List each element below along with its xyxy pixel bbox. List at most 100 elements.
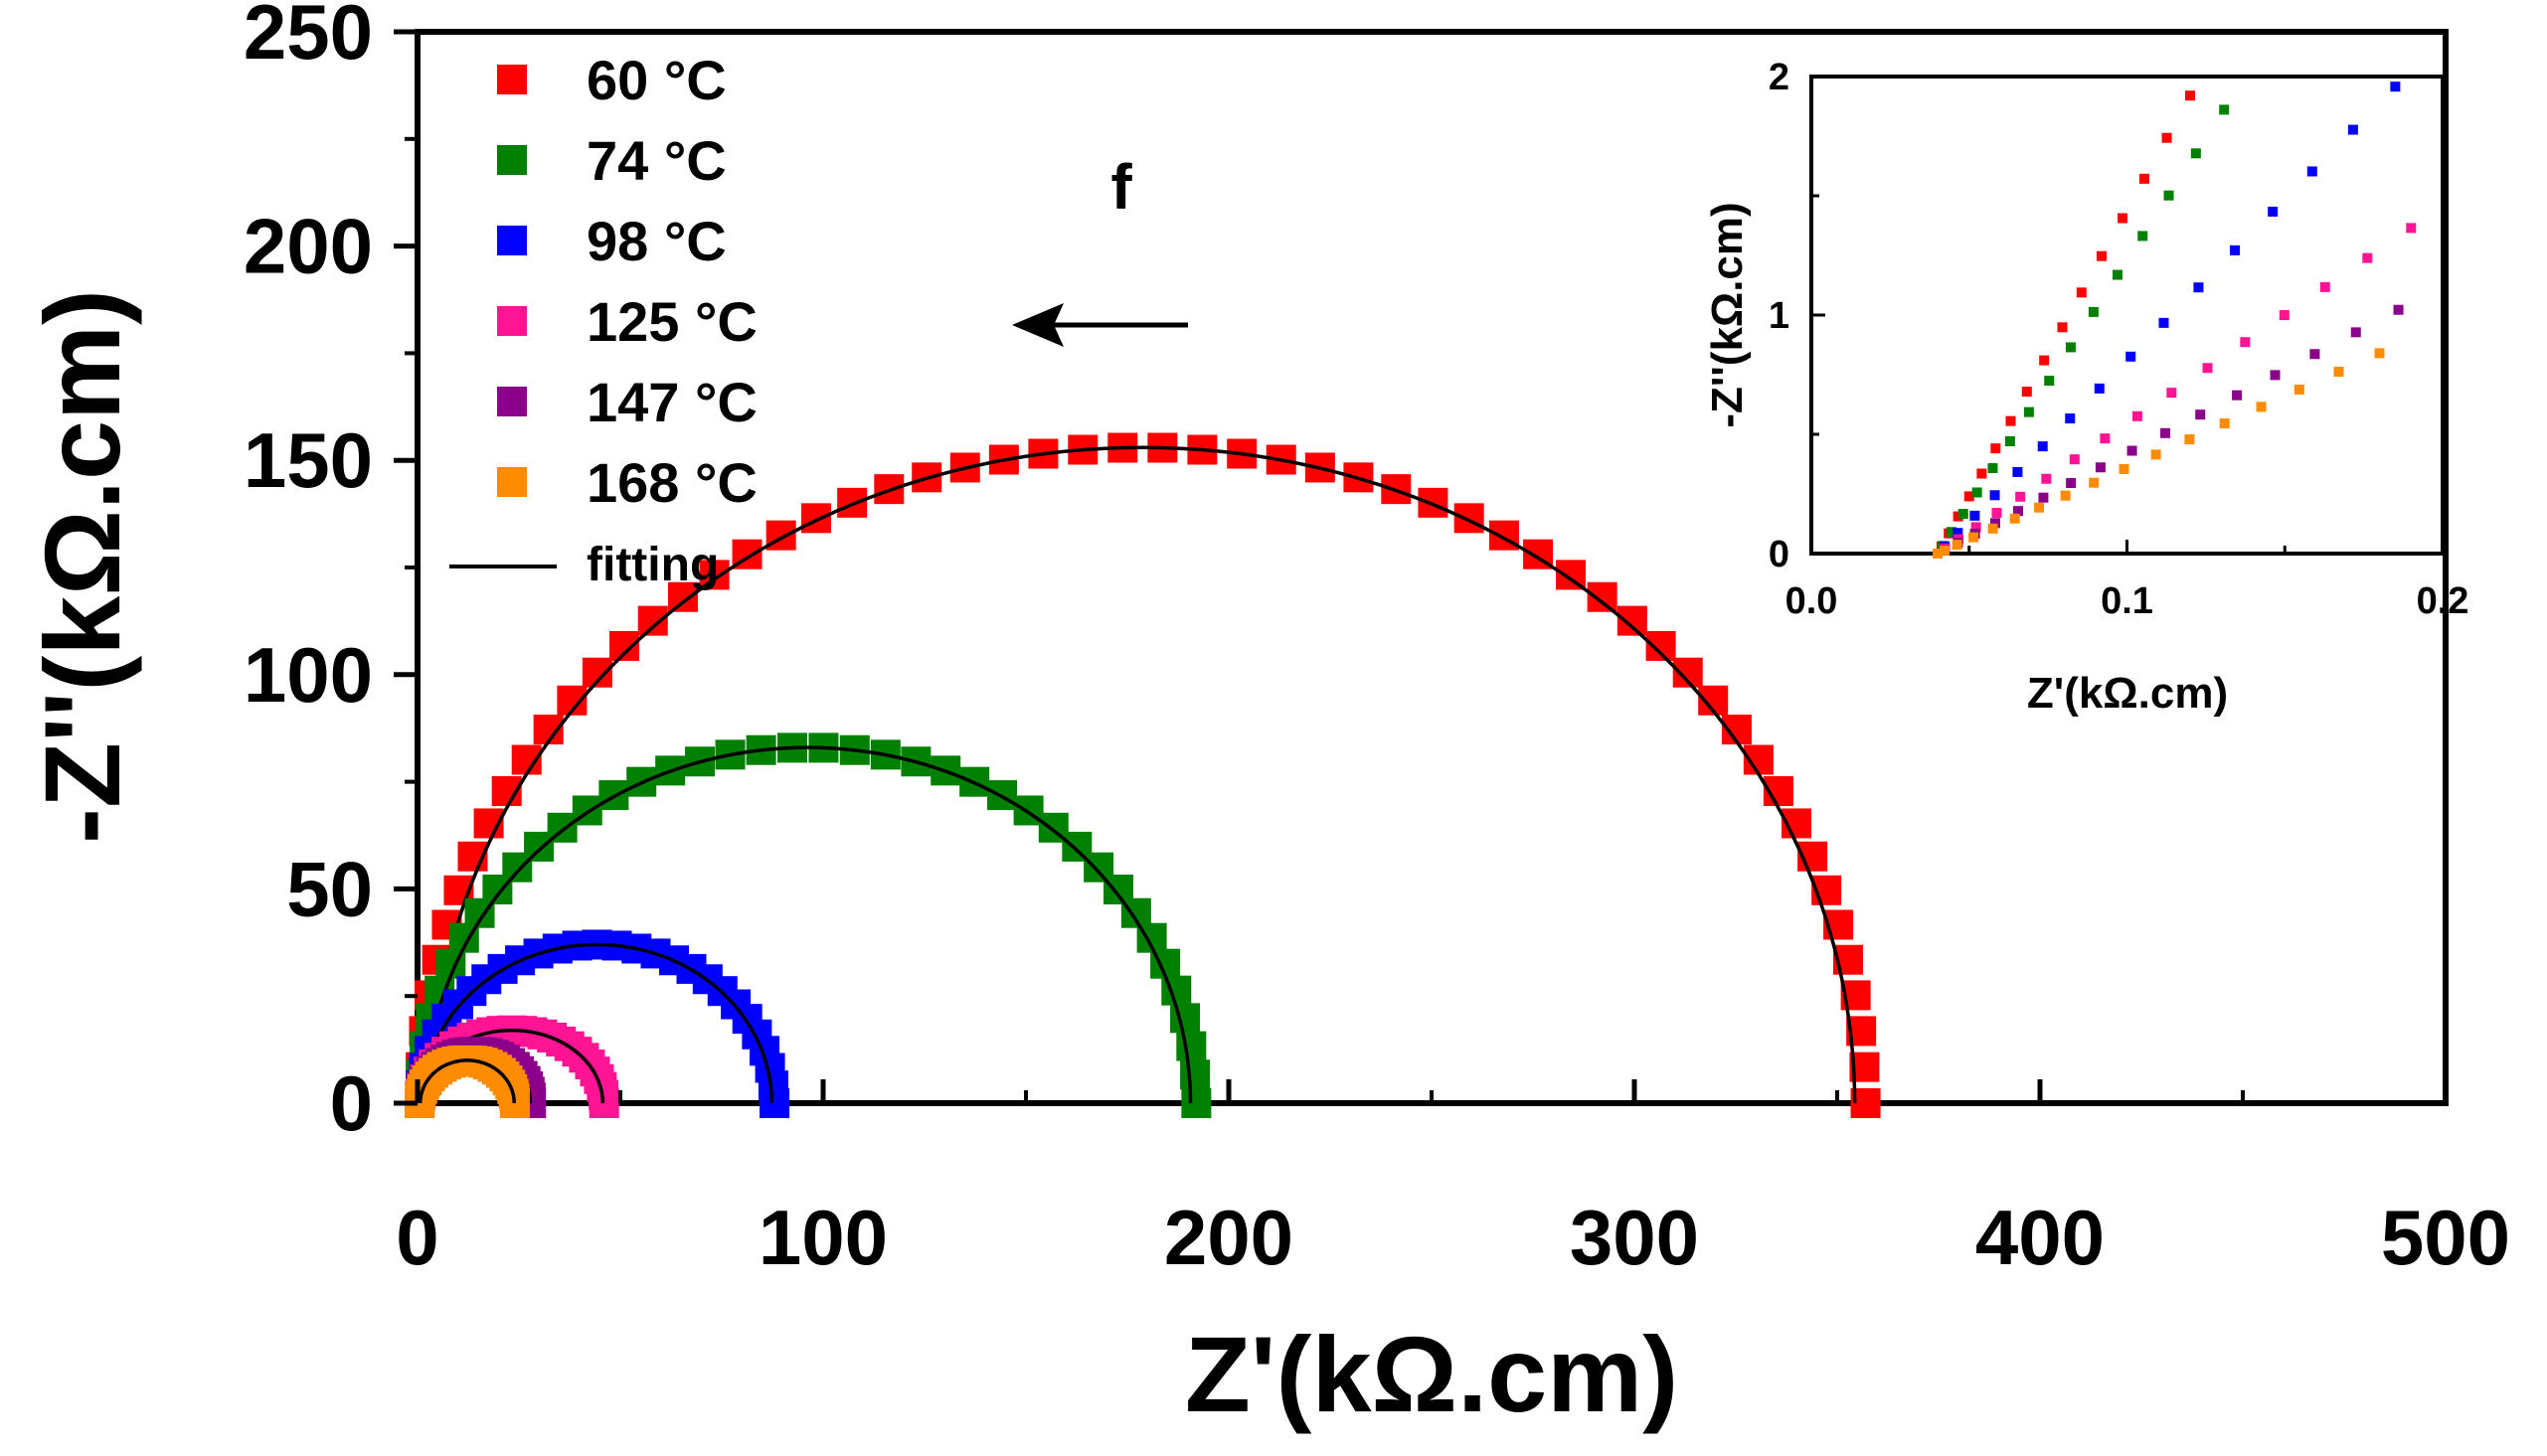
inset-data-point [2009, 513, 2020, 524]
inset-data-point [2034, 502, 2045, 513]
inset-x-axis-label: Z'(kΩ.cm) [2027, 669, 2228, 718]
inset-data-point [2076, 287, 2087, 298]
panel-label: f [1110, 151, 1132, 223]
inset-data-point [2390, 81, 2401, 92]
data-point [800, 503, 831, 534]
inset-data-point [1989, 490, 2000, 501]
inset-data-point [2126, 445, 2137, 456]
inset-data-point [2039, 355, 2050, 366]
inset-data-point [2038, 492, 2049, 503]
inset-data-point [1987, 523, 1998, 534]
inset-data-point [2333, 367, 2344, 378]
legend-marker [497, 387, 527, 416]
inset-axes: 0.0 0.1 0.2 0 1 2 [1769, 57, 2469, 622]
inset-y-tick-label: 1 [1769, 295, 1789, 337]
fitting-curve [428, 445, 1857, 1104]
legend-label: 98 °C [587, 210, 727, 272]
main-x-axis-label: Z'(kΩ.cm) [1185, 1314, 1678, 1434]
inset-data-point [2195, 409, 2206, 420]
inset-data-point [2319, 281, 2330, 292]
inset-series-74C [1933, 104, 2230, 559]
fitting-curve [424, 745, 1193, 1104]
inset-data-point [2158, 317, 2169, 328]
inset-y-tick-label: 0 [1769, 534, 1789, 575]
inset-data-point [1976, 468, 1987, 479]
inset-data-point [1987, 463, 1998, 474]
main-series-group [405, 432, 1881, 1118]
data-point [1645, 630, 1676, 661]
inset-data-point [2256, 402, 2267, 412]
data-point [1181, 1088, 1212, 1118]
inset-data-point [2184, 434, 2195, 445]
inset-data-point [2094, 383, 2105, 394]
left-arrow-icon [1012, 303, 1188, 347]
inset-data-point [2193, 282, 2204, 293]
inset-data-point [2138, 173, 2149, 184]
inset-data-point [2185, 90, 2195, 101]
inset-data-point [2044, 376, 2055, 387]
data-point [609, 630, 640, 661]
inset-data-point [1971, 487, 1982, 498]
legend-label: 168 °C [587, 451, 758, 514]
legend-marker [497, 65, 527, 94]
inset-data-point [1969, 510, 1980, 521]
inset-data-point [1990, 443, 2001, 454]
inset-data-point [2306, 166, 2317, 177]
inset-plot-frame [1809, 75, 2445, 556]
inset-data-point [2240, 337, 2251, 348]
inset-data-point [2125, 351, 2136, 362]
inset-data-point [2232, 390, 2243, 401]
legend-label: 60 °C [587, 49, 727, 111]
inset-data-point [2023, 406, 2034, 417]
legend-marker [497, 145, 527, 175]
inset-data-point [2309, 349, 2320, 360]
legend-fitting-label: fitting [587, 539, 719, 591]
inset-x-tick-label: 0.2 [2417, 580, 2469, 622]
data-point [1453, 503, 1484, 534]
inset-series-168C [1933, 348, 2385, 559]
inset-data-point [2219, 104, 2230, 115]
inset-data-point [2161, 132, 2172, 143]
inset-data-point [2005, 415, 2016, 426]
inset-data-point [1970, 522, 1981, 533]
legend-label: 74 °C [587, 129, 727, 192]
data-point [667, 581, 698, 612]
inset-data-point [2041, 473, 2052, 484]
inset-data-point [2406, 223, 2417, 234]
inset-data-point [2100, 433, 2111, 444]
inset-data-point [2119, 463, 2129, 474]
x-tick-label: 200 [1164, 1194, 1293, 1281]
inset-data-point [2190, 148, 2201, 159]
data-point [1180, 1059, 1211, 1090]
inset-data-point [2095, 462, 2106, 473]
inset-data-point [2021, 387, 2032, 398]
inset-data-point [2004, 436, 2015, 447]
inset-data-point [2065, 342, 2076, 353]
inset-data-point [2065, 413, 2076, 424]
inset-data-point [2268, 206, 2279, 217]
inset-x-tick-label: 0.0 [1785, 580, 1838, 622]
data-point [1587, 581, 1617, 612]
inset-data-point [2393, 304, 2404, 315]
inset-data-point [1968, 532, 1979, 543]
data-point [637, 605, 668, 636]
x-tick-label: 100 [759, 1194, 888, 1281]
main-axes: 0 100 200 300 400 500 0 50 100 150 200 250 [244, 0, 2510, 1281]
inset-data-point [2057, 322, 2068, 333]
inset-data-point [2160, 427, 2171, 438]
inset-data-point [2362, 252, 2373, 263]
inset-data-point [1963, 491, 1974, 502]
fitting-curve [419, 1058, 516, 1103]
y-tick-label: 50 [286, 845, 373, 932]
inset-data-point [2166, 388, 2177, 399]
legend-marker [497, 306, 527, 336]
inset-data-point [2270, 370, 2281, 381]
inset-data-point [1957, 509, 1968, 520]
inset-data-point [2089, 477, 2100, 488]
inset-x-tick-label: 0.1 [2101, 580, 2153, 622]
inset-data-point [1953, 511, 1963, 522]
y-tick-label: 150 [244, 416, 373, 504]
y-tick-label: 200 [244, 203, 373, 290]
inset-data-point [2096, 250, 2107, 261]
